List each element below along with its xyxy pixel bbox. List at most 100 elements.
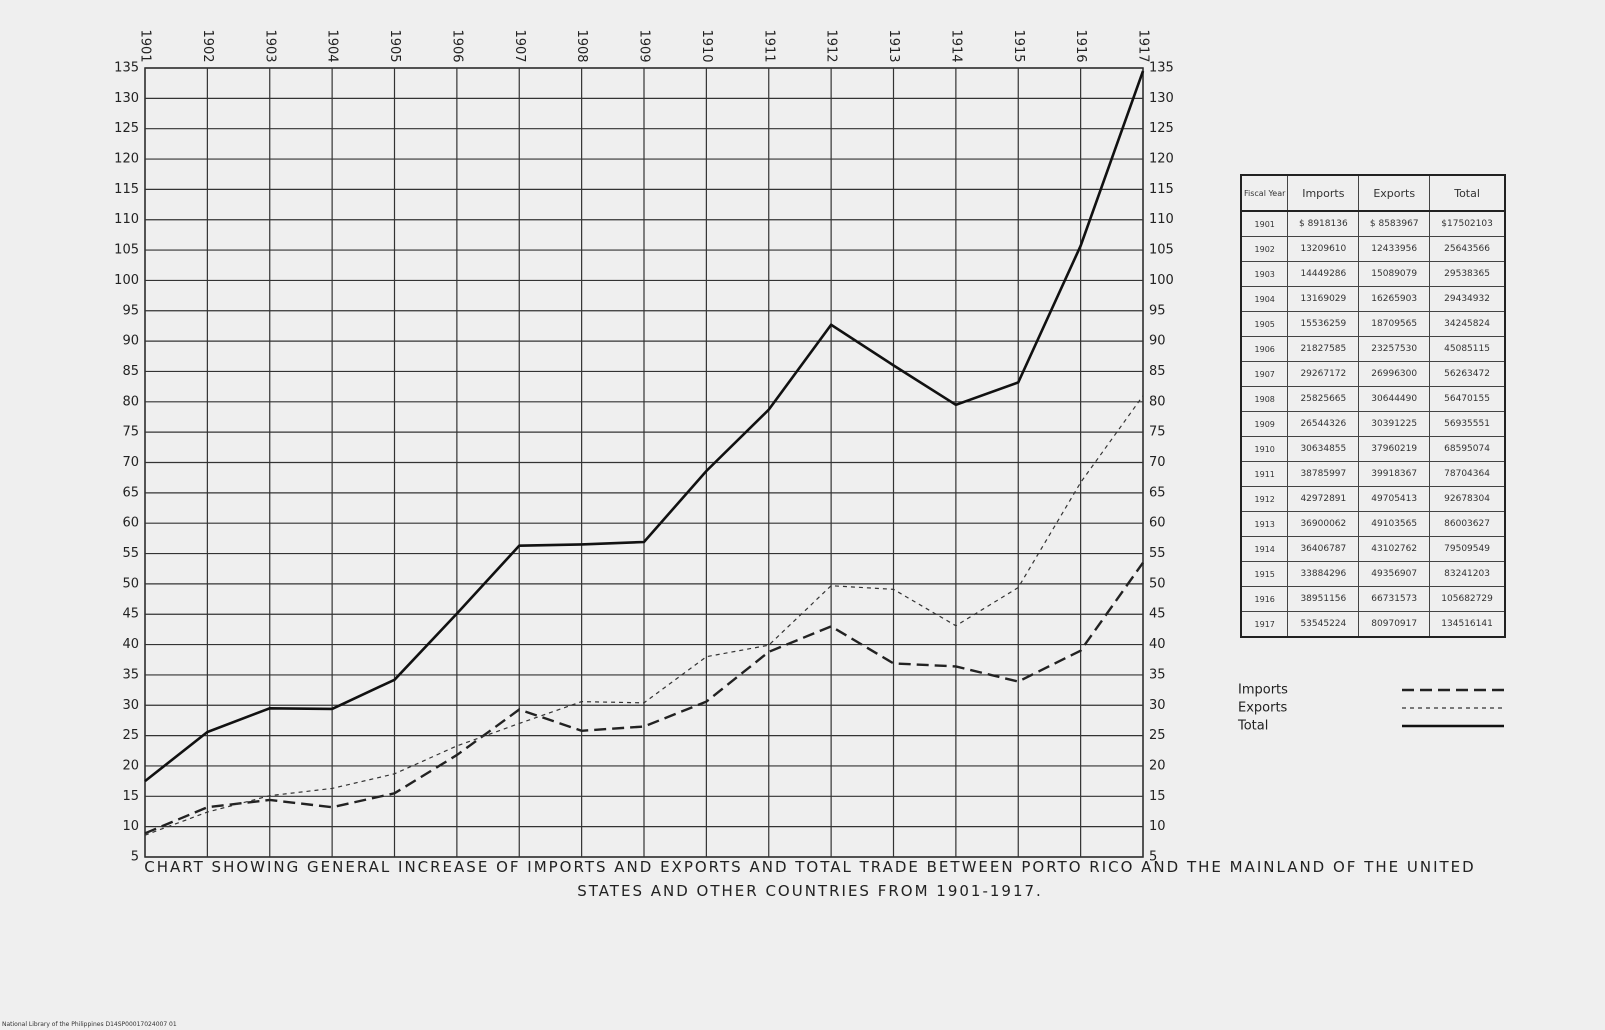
series-line bbox=[144, 395, 1144, 836]
legend-label: Total bbox=[1237, 719, 1268, 734]
table-row: 1910 30634855 37960219 68595074 bbox=[1240, 436, 1506, 462]
table-cell: 86003627 bbox=[1429, 511, 1506, 537]
y-tick-label: 100 bbox=[114, 273, 139, 288]
y-tick-label: 85 bbox=[122, 364, 139, 379]
y2-tick-label: 85 bbox=[1149, 364, 1166, 379]
table-cell: 1913 bbox=[1240, 511, 1289, 537]
table-cell: 18709565 bbox=[1358, 311, 1431, 337]
y2-tick-label: 120 bbox=[1149, 152, 1174, 167]
y-tick-label: 45 bbox=[122, 607, 139, 622]
y-tick-label: 75 bbox=[122, 425, 139, 440]
x-tick-label: 1913 bbox=[886, 29, 901, 62]
table-cell: 1902 bbox=[1240, 236, 1289, 262]
table-row: 1903 14449286 15089079 29538365 bbox=[1240, 261, 1506, 287]
legend-label: Exports bbox=[1238, 701, 1288, 716]
y-tick-label: 125 bbox=[114, 121, 139, 136]
table-cell: 12433956 bbox=[1358, 236, 1431, 262]
table-cell: $ 8918136 bbox=[1287, 210, 1360, 237]
y-tick-label: 55 bbox=[122, 546, 139, 561]
table-cell: 37960219 bbox=[1358, 436, 1431, 462]
table-cell: 15536259 bbox=[1287, 311, 1360, 337]
table-cell: 26544326 bbox=[1287, 411, 1360, 437]
x-tick-label: 1904 bbox=[325, 29, 340, 62]
table-header-row: Fiscal Year Imports Exports Total bbox=[1240, 174, 1506, 212]
y-tick-label: 60 bbox=[122, 516, 139, 531]
table-cell: 29538365 bbox=[1429, 261, 1506, 287]
y-tick-label: 15 bbox=[122, 789, 139, 804]
table-row: 1904 13169029 16265903 29434932 bbox=[1240, 286, 1506, 312]
table-cell: 21827585 bbox=[1287, 336, 1360, 362]
table-cell: 80970917 bbox=[1358, 611, 1431, 638]
table-cell: 16265903 bbox=[1358, 286, 1431, 312]
y2-tick-label: 45 bbox=[1149, 607, 1166, 622]
table-cell: 33884296 bbox=[1287, 561, 1360, 587]
x-tick-label: 1914 bbox=[948, 29, 963, 62]
table-row: 1908 25825665 30644490 56470155 bbox=[1240, 386, 1506, 412]
y-tick-label: 25 bbox=[122, 728, 139, 743]
table-row: 1907 29267172 26996300 56263472 bbox=[1240, 361, 1506, 387]
x-tick-label: 1909 bbox=[637, 29, 652, 62]
table-cell: 30391225 bbox=[1358, 411, 1431, 437]
table-cell: 38785997 bbox=[1287, 461, 1360, 487]
y2-tick-label: 95 bbox=[1149, 303, 1166, 318]
table-cell: 15089079 bbox=[1358, 261, 1431, 287]
y2-tick-label: 70 bbox=[1149, 455, 1166, 470]
table-cell: 13169029 bbox=[1287, 286, 1360, 312]
table-cell: 56935551 bbox=[1429, 411, 1506, 437]
table-cell: 34245824 bbox=[1429, 311, 1506, 337]
y2-tick-label: 75 bbox=[1149, 425, 1166, 440]
x-tick-label: 1906 bbox=[449, 29, 464, 62]
y2-tick-label: 90 bbox=[1149, 334, 1166, 349]
table-row: 1912 42972891 49705413 92678304 bbox=[1240, 486, 1506, 512]
table-cell: 14449286 bbox=[1287, 261, 1360, 287]
y2-tick-label: 15 bbox=[1149, 789, 1166, 804]
table-cell: 30644490 bbox=[1358, 386, 1431, 412]
y2-tick-label: 55 bbox=[1149, 546, 1166, 561]
table-cell: 36406787 bbox=[1287, 536, 1360, 562]
table-cell: 1912 bbox=[1240, 486, 1289, 512]
table-row: 1916 38951156 66731573 105682729 bbox=[1240, 586, 1506, 612]
y-tick-label: 130 bbox=[114, 91, 139, 106]
table-row: 1917 53545224 80970917 134516141 bbox=[1240, 611, 1506, 638]
table-row: 1915 33884296 49356907 83241203 bbox=[1240, 561, 1506, 587]
x-tick-label: 1911 bbox=[761, 29, 776, 62]
series-line bbox=[144, 561, 1144, 835]
x-tick-label: 1910 bbox=[699, 29, 714, 62]
table-cell: 1901 bbox=[1240, 210, 1289, 237]
y2-tick-label: 10 bbox=[1149, 819, 1166, 834]
table-row: 1913 36900062 49103565 86003627 bbox=[1240, 511, 1506, 537]
table-cell: 49356907 bbox=[1358, 561, 1431, 587]
y2-tick-label: 25 bbox=[1149, 728, 1166, 743]
table-cell: 36900062 bbox=[1287, 511, 1360, 537]
y2-tick-label: 105 bbox=[1149, 243, 1174, 258]
x-tick-label: 1908 bbox=[574, 29, 589, 62]
y-tick-label: 40 bbox=[122, 637, 139, 652]
y-tick-label: 35 bbox=[122, 667, 139, 682]
table-cell: 1907 bbox=[1240, 361, 1289, 387]
table-header-cell: Total bbox=[1429, 174, 1506, 212]
table-cell: 68595074 bbox=[1429, 436, 1506, 462]
y2-tick-label: 65 bbox=[1149, 485, 1166, 500]
y-tick-label: 120 bbox=[114, 152, 139, 167]
table-cell: 1915 bbox=[1240, 561, 1289, 587]
chart-title: CHART SHOWING GENERAL INCREASE OF IMPORT… bbox=[144, 858, 1476, 900]
y2-tick-label: 110 bbox=[1149, 212, 1174, 227]
table-cell: 25643566 bbox=[1429, 236, 1506, 262]
y-tick-label: 30 bbox=[122, 698, 139, 713]
x-tick-label: 1907 bbox=[512, 29, 527, 62]
table-cell: 42972891 bbox=[1287, 486, 1360, 512]
y2-tick-label: 50 bbox=[1149, 576, 1166, 591]
y-tick-label: 110 bbox=[114, 212, 139, 227]
table-header-cell: Fiscal Year bbox=[1240, 174, 1289, 212]
y2-tick-label: 20 bbox=[1149, 758, 1166, 773]
table-row: 1906 21827585 23257530 45085115 bbox=[1240, 336, 1506, 362]
x-tick-label: 1912 bbox=[824, 29, 839, 62]
table-cell: 92678304 bbox=[1429, 486, 1506, 512]
table-cell: 79509549 bbox=[1429, 536, 1506, 562]
table-header-cell: Exports bbox=[1358, 174, 1431, 212]
y2-tick-label: 5 bbox=[1149, 850, 1157, 865]
table-cell: 83241203 bbox=[1429, 561, 1506, 587]
y-tick-label: 135 bbox=[114, 61, 139, 76]
table-cell: 1905 bbox=[1240, 311, 1289, 337]
